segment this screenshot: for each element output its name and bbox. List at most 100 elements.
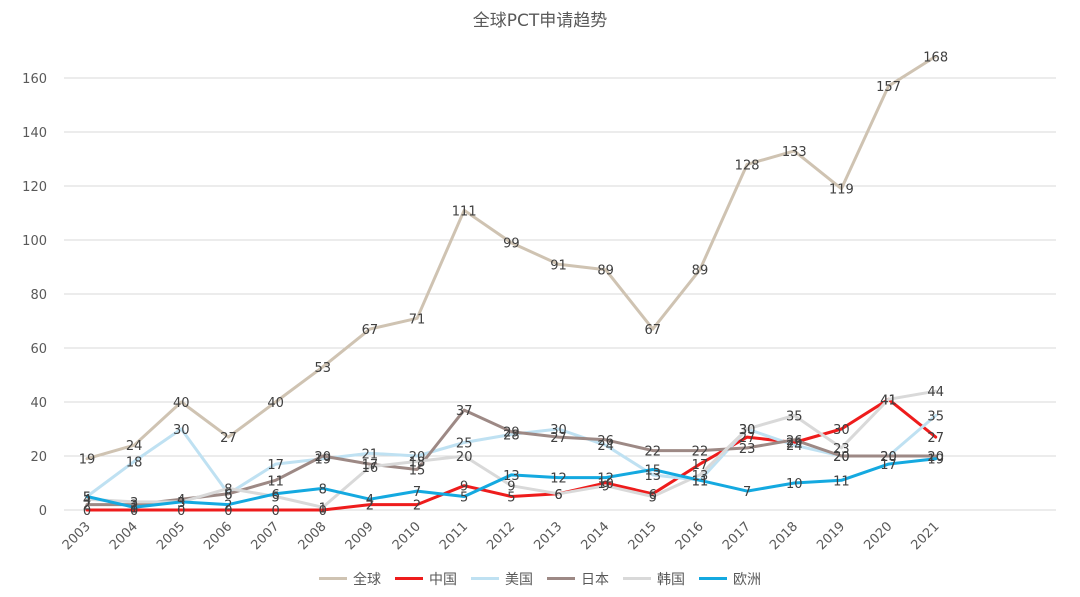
data-label: 20	[409, 450, 426, 465]
data-label: 91	[550, 258, 567, 273]
data-label: 26	[786, 434, 803, 449]
data-label: 35	[786, 410, 803, 425]
data-label: 20	[833, 450, 850, 465]
data-label: 20	[880, 450, 897, 465]
data-label: 27	[550, 431, 567, 446]
data-label: 0	[224, 504, 232, 519]
data-label: 0	[271, 504, 279, 519]
chart-title: 全球PCT申请趋势	[472, 11, 608, 31]
data-label: 13	[692, 469, 709, 484]
data-label: 12	[597, 472, 614, 487]
data-label: 19	[927, 453, 944, 468]
data-label: 26	[597, 434, 614, 449]
series-lines	[85, 54, 938, 512]
y-tick-label: 80	[30, 288, 47, 303]
data-label: 40	[173, 396, 190, 411]
y-tick-label: 0	[39, 504, 47, 519]
series-line	[85, 408, 938, 507]
data-label: 2	[366, 499, 374, 514]
data-label: 128	[735, 158, 760, 173]
legend-label: 美国	[505, 571, 533, 588]
x-tick-label: 2006	[201, 519, 235, 553]
x-tick-label: 2014	[578, 519, 612, 553]
data-label: 53	[314, 361, 331, 376]
data-label: 8	[319, 482, 327, 497]
data-label: 30	[739, 423, 756, 438]
data-label: 24	[126, 439, 143, 454]
legend-swatch	[547, 577, 575, 580]
data-label: 89	[597, 264, 614, 279]
data-label: 18	[126, 455, 143, 470]
data-label: 3	[177, 496, 185, 511]
data-label: 119	[829, 183, 854, 198]
data-label: 9	[460, 480, 468, 495]
data-label: 99	[503, 237, 520, 252]
data-label: 3	[130, 496, 138, 511]
data-label: 3	[177, 496, 185, 511]
data-label: 9	[507, 480, 515, 495]
data-label: 0	[177, 504, 185, 519]
data-label: 17	[362, 458, 379, 473]
series-line	[85, 457, 938, 509]
data-label: 27	[927, 431, 944, 446]
data-label: 7	[413, 485, 421, 500]
x-tick-label: 2005	[154, 519, 188, 553]
data-label: 13	[503, 469, 520, 484]
legend-swatch	[699, 577, 727, 580]
data-label: 0	[83, 504, 91, 519]
data-label: 22	[645, 445, 662, 460]
data-label: 19	[314, 453, 331, 468]
data-label: 25	[456, 437, 473, 452]
x-tick-label: 2012	[484, 519, 518, 553]
series-line	[85, 54, 938, 461]
data-label: 27	[739, 431, 756, 446]
x-axis-ticks: 2003 2004 2005 2006 2007 2008 2009 2010 2011 2012…	[60, 519, 943, 553]
data-label: 2	[224, 499, 232, 514]
x-tick-label: 2009	[343, 519, 377, 553]
legend-label: 欧洲	[733, 571, 761, 588]
x-tick-label: 2015	[626, 519, 660, 553]
data-label: 11	[692, 474, 709, 489]
legend-swatch	[395, 577, 423, 580]
data-label: 168	[923, 50, 948, 65]
data-label: 10	[597, 477, 614, 492]
y-tick-label: 140	[22, 126, 47, 141]
data-label: 71	[409, 312, 426, 327]
data-label: 5	[83, 491, 91, 506]
data-label: 30	[739, 423, 756, 438]
data-label: 6	[554, 488, 562, 503]
data-label: 21	[362, 447, 379, 462]
data-label: 30	[173, 423, 190, 438]
data-label: 20	[314, 450, 331, 465]
data-label: 12	[550, 472, 567, 487]
legend-item: 日本	[547, 569, 609, 589]
y-tick-label: 40	[30, 396, 47, 411]
legend-label: 韩国	[657, 571, 685, 588]
data-label: 18	[409, 455, 426, 470]
data-label: 1	[319, 501, 327, 516]
x-tick-label: 2010	[390, 519, 424, 553]
data-label: 20	[927, 450, 944, 465]
y-tick-label: 160	[22, 72, 47, 87]
data-label: 27	[220, 431, 237, 446]
y-tick-label: 20	[30, 450, 47, 465]
data-label: 2	[413, 499, 421, 514]
legend-item: 韩国	[623, 569, 685, 589]
x-tick-label: 2018	[767, 519, 801, 553]
data-label: 2	[83, 499, 91, 514]
data-label: 1	[130, 501, 138, 516]
data-label: 6	[224, 488, 232, 503]
y-tick-label: 60	[30, 342, 47, 357]
legend-label: 中国	[429, 571, 457, 588]
x-tick-label: 2007	[248, 519, 282, 553]
data-label: 5	[460, 491, 468, 506]
x-tick-label: 2019	[814, 519, 848, 553]
data-label: 25	[786, 437, 803, 452]
legend-item: 中国	[395, 569, 457, 589]
data-label: 2	[130, 499, 138, 514]
legend-item: 美国	[471, 569, 533, 589]
x-tick-label: 2011	[437, 519, 471, 553]
y-tick-label: 100	[22, 234, 47, 249]
data-label: 20	[833, 450, 850, 465]
